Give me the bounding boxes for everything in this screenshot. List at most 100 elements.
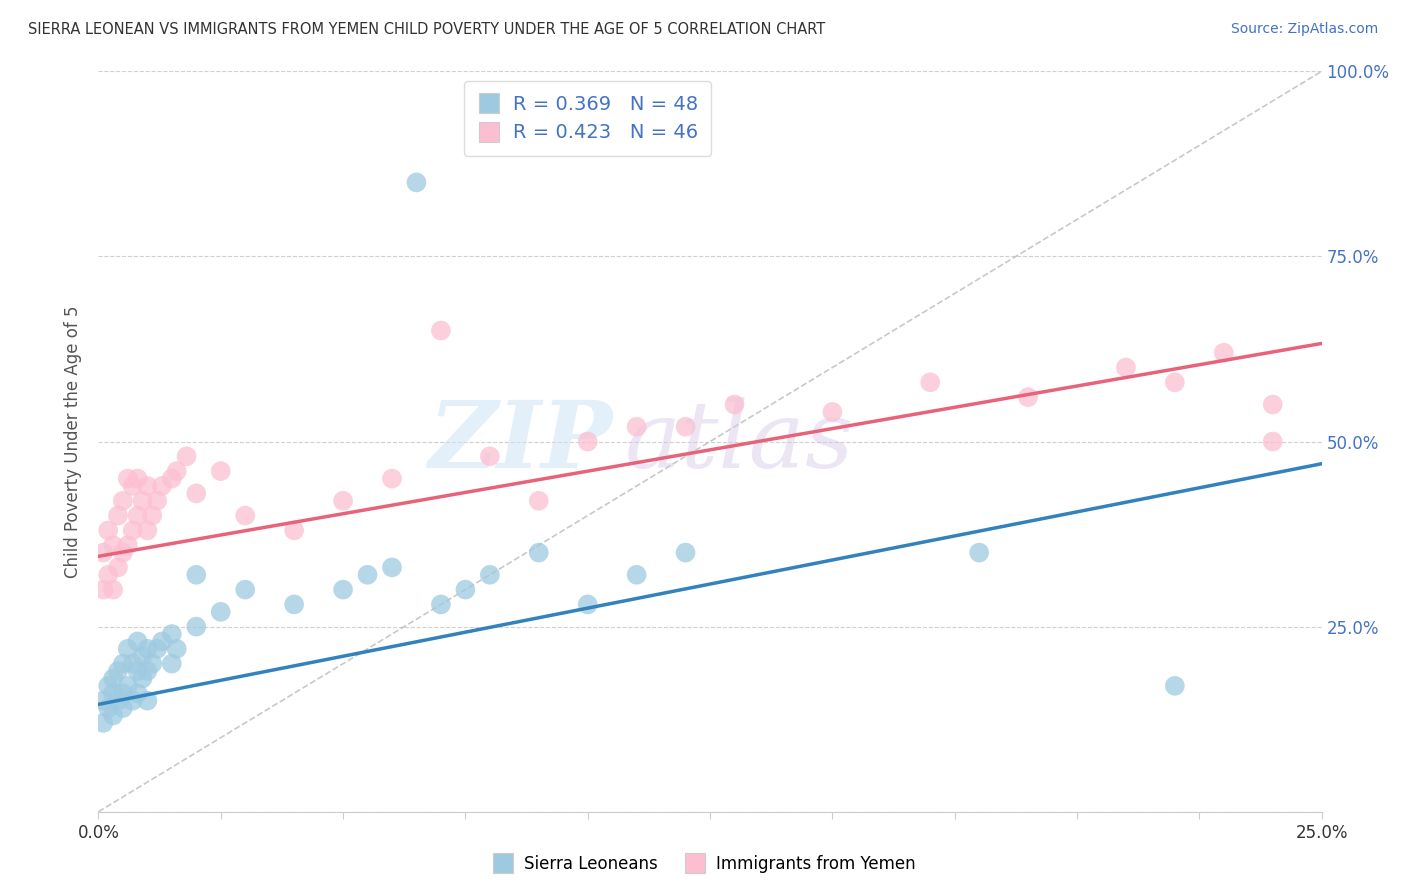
Point [136,479,159,493]
Point [675,419,697,434]
Point [209,464,232,478]
Text: atlas: atlas [624,397,853,486]
Point [111,701,134,715]
Point [233,582,256,597]
Point [97,524,120,538]
Point [101,672,124,686]
Text: SIERRA LEONEAN VS IMMIGRANTS FROM YEMEN CHILD POVERTY UNDER THE AGE OF 5 CORRELA: SIERRA LEONEAN VS IMMIGRANTS FROM YEMEN … [28,22,825,37]
Point [576,598,599,612]
Point [117,538,139,552]
Point [1115,360,1137,375]
Point [626,419,648,434]
Point [91,546,114,560]
Point [405,175,427,190]
Point [186,619,208,633]
Point [136,694,159,708]
Point [101,708,124,723]
Point [478,567,501,582]
Point [160,627,183,641]
Point [527,493,550,508]
Point [127,664,149,678]
Point [127,686,149,700]
Point [1017,390,1039,404]
Point [527,546,550,560]
Point [127,508,149,523]
Point [356,567,378,582]
Point [920,376,942,390]
Point [186,486,208,500]
Point [111,657,134,671]
Point [107,508,129,523]
Point [430,324,453,338]
Point [332,493,354,508]
Point [186,567,208,582]
Point [136,664,159,678]
Point [131,672,153,686]
Point [91,694,114,708]
Point [150,479,173,493]
Point [101,582,124,597]
Point [146,493,169,508]
Point [141,508,163,523]
Point [136,524,159,538]
Point [332,582,354,597]
Point [131,493,153,508]
Point [111,686,134,700]
Point [166,641,188,656]
Point [166,464,188,478]
Point [107,694,129,708]
Point [626,567,648,582]
Point [136,641,159,656]
Point [111,493,134,508]
Point [1164,376,1187,390]
Point [127,634,149,648]
Point [150,634,173,648]
Point [576,434,599,449]
Point [160,657,183,671]
Point [176,450,198,464]
Point [97,701,120,715]
Y-axis label: Child Poverty Under the Age of 5: Child Poverty Under the Age of 5 [65,305,83,578]
Point [675,546,697,560]
Text: ZIP: ZIP [427,397,612,486]
Point [121,657,143,671]
Point [1261,398,1284,412]
Point [160,471,183,485]
Point [121,479,143,493]
Point [233,508,256,523]
Point [91,715,114,730]
Legend: Sierra Leoneans, Immigrants from Yemen: Sierra Leoneans, Immigrants from Yemen [484,848,922,880]
Point [967,546,990,560]
Point [121,694,143,708]
Point [1261,434,1284,449]
Point [91,582,114,597]
Point [381,560,404,574]
Legend: R = 0.369   N = 48, R = 0.423   N = 46: R = 0.369 N = 48, R = 0.423 N = 46 [464,81,711,156]
Point [723,398,745,412]
Point [107,560,129,574]
Point [146,641,169,656]
Point [97,679,120,693]
Point [127,471,149,485]
Point [430,598,453,612]
Point [121,524,143,538]
Point [97,567,120,582]
Point [131,649,153,664]
Point [101,686,124,700]
Point [283,598,305,612]
Point [141,657,163,671]
Point [117,679,139,693]
Point [101,538,124,552]
Point [454,582,477,597]
Point [111,546,134,560]
Point [821,405,844,419]
Point [478,450,501,464]
Point [381,471,404,485]
Point [117,471,139,485]
Point [107,664,129,678]
Point [209,605,232,619]
Point [1164,679,1187,693]
Point [1212,345,1234,359]
Point [283,524,305,538]
Point [117,641,139,656]
